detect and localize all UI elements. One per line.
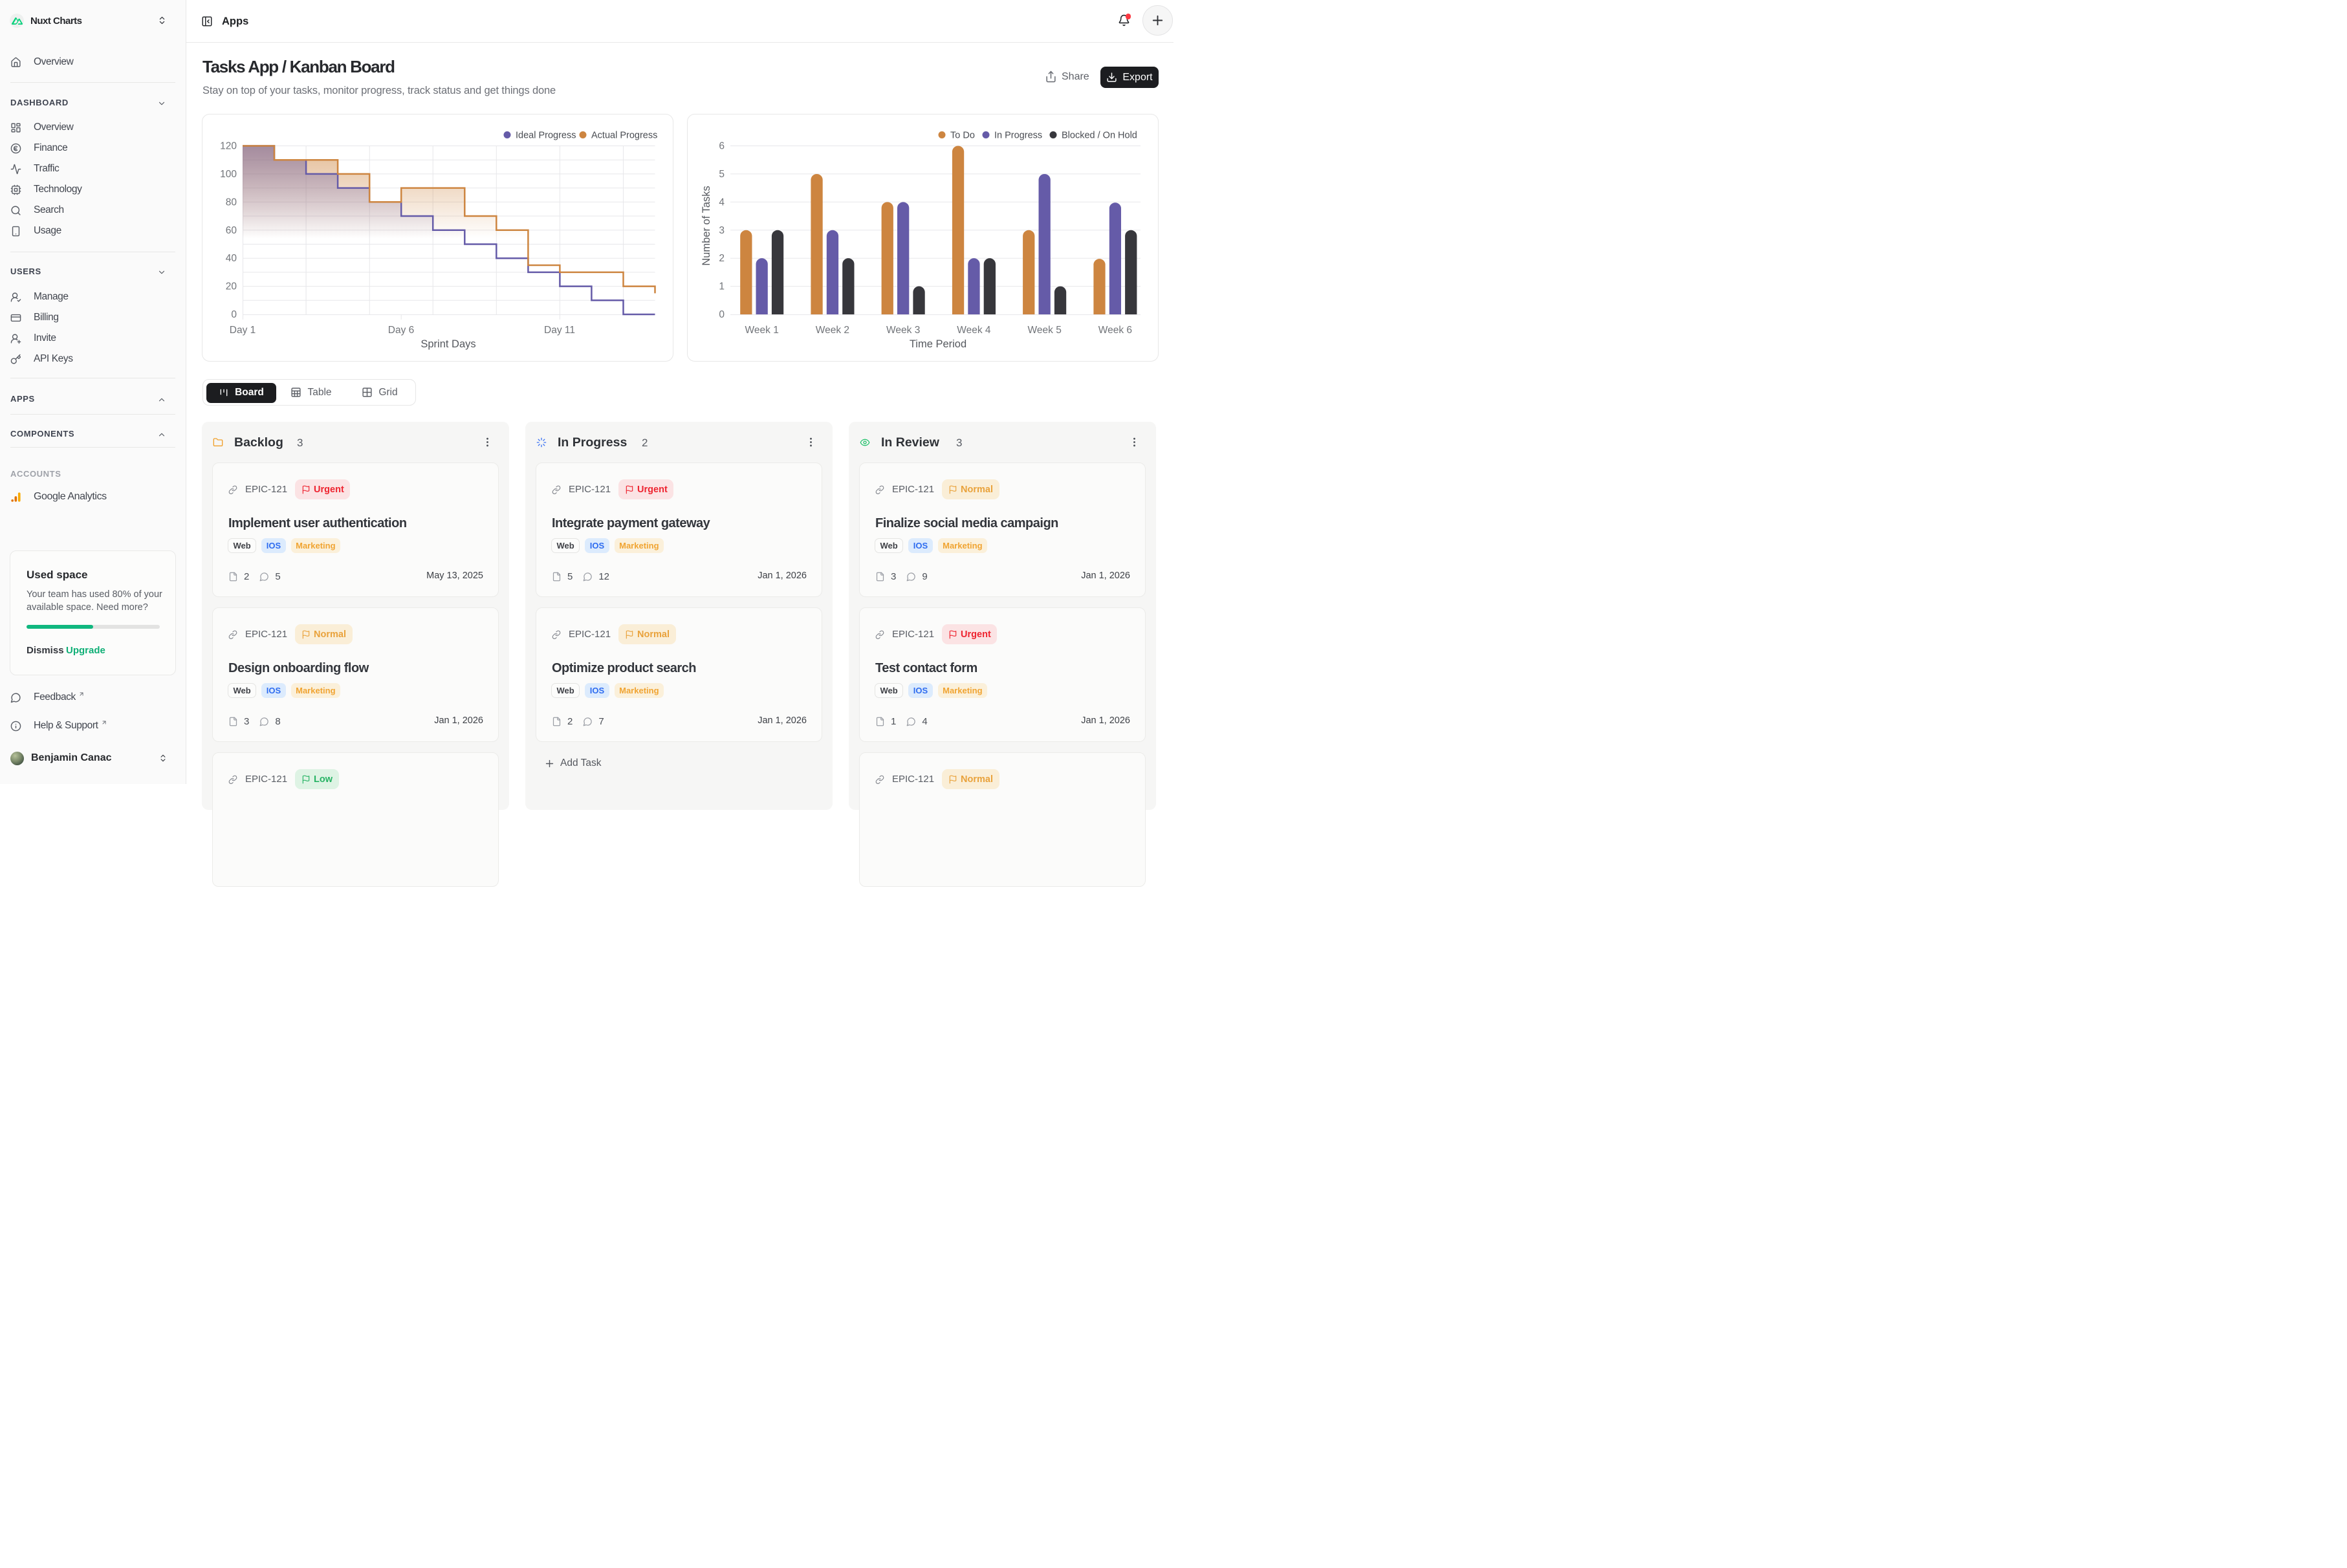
svg-text:120: 120 xyxy=(220,141,237,152)
svg-text:40: 40 xyxy=(226,253,237,264)
svg-text:Week 4: Week 4 xyxy=(957,325,991,336)
svg-text:Blocked / On Hold: Blocked / On Hold xyxy=(1062,131,1137,141)
svg-text:Day 6: Day 6 xyxy=(388,325,415,336)
svg-text:Week 3: Week 3 xyxy=(886,325,920,336)
svg-text:0: 0 xyxy=(231,309,237,320)
svg-text:2: 2 xyxy=(719,253,725,264)
svg-text:5: 5 xyxy=(719,169,725,180)
svg-text:Day 1: Day 1 xyxy=(230,325,256,336)
svg-text:Time Period: Time Period xyxy=(910,338,966,350)
svg-text:Number of Tasks: Number of Tasks xyxy=(701,186,712,266)
svg-text:3: 3 xyxy=(719,225,725,236)
svg-text:To Do: To Do xyxy=(950,131,975,141)
svg-text:80: 80 xyxy=(226,197,237,208)
svg-text:Sprint Days: Sprint Days xyxy=(420,338,475,350)
svg-text:In Progress: In Progress xyxy=(994,131,1042,141)
svg-text:0: 0 xyxy=(719,309,725,320)
svg-text:Week 6: Week 6 xyxy=(1098,325,1132,336)
svg-text:Week 2: Week 2 xyxy=(816,325,849,336)
svg-text:100: 100 xyxy=(220,169,237,180)
svg-text:Ideal Progress: Ideal Progress xyxy=(516,131,576,141)
svg-text:Week 5: Week 5 xyxy=(1028,325,1062,336)
svg-text:4: 4 xyxy=(719,197,725,208)
svg-text:Actual Progress: Actual Progress xyxy=(591,131,657,141)
svg-text:60: 60 xyxy=(226,225,237,236)
svg-text:6: 6 xyxy=(719,141,725,152)
svg-text:1: 1 xyxy=(719,281,725,292)
svg-text:20: 20 xyxy=(226,281,237,292)
svg-text:Day 11: Day 11 xyxy=(544,325,575,336)
svg-text:Week 1: Week 1 xyxy=(745,325,779,336)
